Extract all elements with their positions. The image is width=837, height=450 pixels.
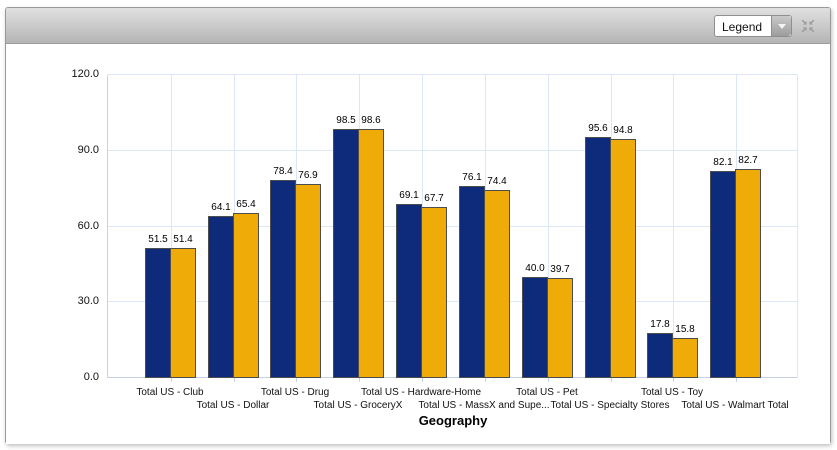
- bar-value-label: 51.4: [173, 234, 193, 245]
- x-axis-tick: [296, 378, 297, 382]
- y-axis-tick-label: 90.0: [77, 143, 99, 156]
- bar-value-label: 94.8: [613, 125, 633, 136]
- bar-value-label: 82.7: [738, 155, 758, 166]
- x-axis-tick: [611, 378, 612, 382]
- chart-body: 51.5 51.4 64.1 65.4 78.4 76.9 98.5 98.6 69.1 67.7…: [6, 44, 830, 444]
- bar-value-label: 95.6: [588, 123, 608, 134]
- bar-value-label: 76.1: [462, 172, 482, 183]
- x-axis-category-label: Total US - Hardware-Home: [360, 387, 482, 398]
- bar-value-label: 74.4: [487, 176, 507, 187]
- collapse-icon[interactable]: [798, 16, 818, 36]
- y-axis-tick-label: 60.0: [77, 219, 99, 232]
- gridline-horizontal: [108, 225, 797, 227]
- x-axis-category-label: Total US - Toy: [640, 387, 704, 398]
- legend-dropdown[interactable]: Legend: [714, 15, 792, 37]
- bar[interactable]: [610, 139, 636, 378]
- y-axis-tick-label: 30.0: [77, 295, 99, 308]
- bar[interactable]: [170, 248, 196, 378]
- x-axis-title: Geography: [418, 413, 488, 428]
- bar-value-label: 82.1: [713, 157, 733, 168]
- bar[interactable]: [585, 137, 611, 378]
- chevron-down-icon: [777, 23, 786, 29]
- bar-value-label: 69.1: [399, 190, 419, 201]
- x-axis-category-label: Total US - GroceryX: [313, 400, 403, 411]
- x-axis-tick: [422, 378, 423, 382]
- bar-value-label: 98.6: [361, 115, 381, 126]
- x-axis-tick: [485, 378, 486, 382]
- x-axis-category-label: Total US - Club: [136, 387, 204, 398]
- x-axis-tick: [359, 378, 360, 382]
- widget-toolbar: Legend: [6, 8, 830, 44]
- bar[interactable]: [396, 204, 422, 378]
- bar-value-label: 64.1: [211, 202, 231, 213]
- bar[interactable]: [233, 213, 259, 378]
- bar[interactable]: [295, 184, 321, 378]
- gridline-horizontal: [108, 301, 797, 303]
- x-axis-category-label: Total US - Specialty Stores: [550, 400, 670, 411]
- bar[interactable]: [333, 129, 359, 378]
- x-axis-category-label: Total US - MassX and Supe...: [418, 400, 550, 411]
- bar[interactable]: [522, 277, 548, 378]
- bar[interactable]: [672, 338, 698, 378]
- x-axis-category-label: Total US - Dollar: [196, 400, 270, 411]
- bar[interactable]: [459, 186, 485, 378]
- bar-value-label: 98.5: [336, 115, 356, 126]
- legend-dropdown-button[interactable]: [771, 16, 791, 36]
- x-axis-tick: [234, 378, 235, 382]
- bar-value-label: 51.5: [148, 234, 168, 245]
- bar[interactable]: [421, 207, 447, 378]
- gridline-vertical: [171, 75, 172, 377]
- bar-value-label: 67.7: [424, 193, 444, 204]
- bar[interactable]: [735, 169, 761, 378]
- bar[interactable]: [145, 248, 171, 378]
- bar[interactable]: [547, 278, 573, 378]
- x-axis-tick: [736, 378, 737, 382]
- bar-value-label: 17.8: [650, 319, 670, 330]
- bar[interactable]: [647, 333, 673, 378]
- chart-widget-panel: Legend 51.5 51.4 64.1 65.4 78.4 76.9 98.5 98.6 6…: [5, 7, 831, 444]
- bar-value-label: 39.7: [550, 264, 570, 275]
- gridline-horizontal: [108, 149, 797, 151]
- y-axis-tick-label: 0.0: [83, 371, 99, 383]
- x-axis-tick: [548, 378, 549, 382]
- x-axis-category-label: Total US - Pet: [516, 387, 578, 398]
- x-axis-tick: [171, 378, 172, 382]
- bar-value-label: 76.9: [298, 170, 318, 181]
- x-axis-category-label: Total US - Walmart Total: [681, 400, 789, 411]
- bar-value-label: 65.4: [236, 199, 256, 210]
- bar-value-label: 15.8: [675, 324, 695, 335]
- bar[interactable]: [710, 171, 736, 378]
- gridline-vertical: [673, 75, 674, 377]
- bar-value-label: 78.4: [273, 166, 293, 177]
- bar[interactable]: [358, 129, 384, 378]
- x-axis-tick: [673, 378, 674, 382]
- x-axis-category-label: Total US - Drug: [260, 387, 330, 398]
- bar-value-label: 40.0: [525, 263, 545, 274]
- legend-dropdown-value[interactable]: Legend: [715, 16, 771, 36]
- bar[interactable]: [208, 216, 234, 378]
- bar[interactable]: [484, 190, 510, 378]
- y-axis-tick-label: 120.0: [71, 68, 99, 80]
- gridline-vertical: [548, 75, 549, 377]
- bar[interactable]: [270, 180, 296, 378]
- bar-chart-plot: 51.5 51.4 64.1 65.4 78.4 76.9 98.5 98.6 69.1 67.7…: [107, 74, 798, 382]
- gridline-horizontal: [108, 74, 797, 75]
